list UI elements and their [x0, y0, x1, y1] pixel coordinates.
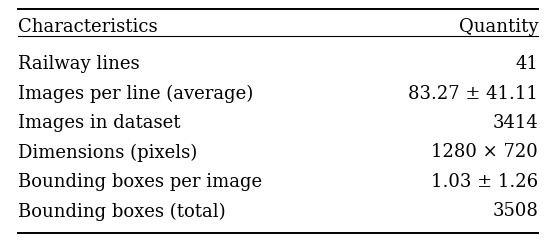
- Text: Characteristics: Characteristics: [18, 18, 157, 36]
- Text: Railway lines: Railway lines: [18, 55, 140, 73]
- Text: 3414: 3414: [492, 114, 538, 132]
- Text: Bounding boxes (total): Bounding boxes (total): [18, 202, 226, 221]
- Text: 1280 × 720: 1280 × 720: [431, 144, 538, 161]
- Text: 3508: 3508: [492, 202, 538, 220]
- Text: Images per line (average): Images per line (average): [18, 85, 253, 103]
- Text: Images in dataset: Images in dataset: [18, 114, 181, 132]
- Text: 41: 41: [515, 55, 538, 73]
- Text: Bounding boxes per image: Bounding boxes per image: [18, 173, 262, 191]
- Text: Dimensions (pixels): Dimensions (pixels): [18, 144, 197, 162]
- Text: Quantity: Quantity: [459, 18, 538, 36]
- Text: 83.27 ± 41.11: 83.27 ± 41.11: [408, 85, 538, 103]
- Text: 1.03 ± 1.26: 1.03 ± 1.26: [431, 173, 538, 191]
